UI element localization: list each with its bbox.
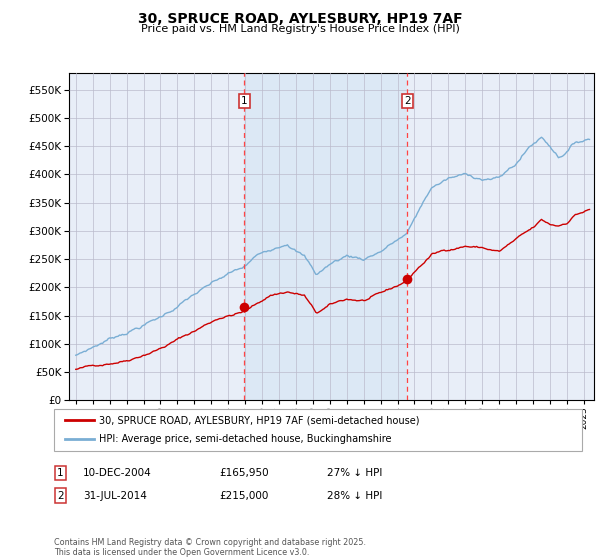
Text: 30, SPRUCE ROAD, AYLESBURY, HP19 7AF (semi-detached house): 30, SPRUCE ROAD, AYLESBURY, HP19 7AF (se… — [99, 415, 419, 425]
Text: 31-JUL-2014: 31-JUL-2014 — [83, 491, 146, 501]
Text: 27% ↓ HPI: 27% ↓ HPI — [327, 468, 382, 478]
FancyBboxPatch shape — [54, 409, 582, 451]
Text: Contains HM Land Registry data © Crown copyright and database right 2025.
This d: Contains HM Land Registry data © Crown c… — [54, 538, 366, 557]
Text: £215,000: £215,000 — [219, 491, 268, 501]
Text: 2: 2 — [57, 491, 64, 501]
Text: 28% ↓ HPI: 28% ↓ HPI — [327, 491, 382, 501]
Text: 10-DEC-2004: 10-DEC-2004 — [83, 468, 152, 478]
Text: Price paid vs. HM Land Registry's House Price Index (HPI): Price paid vs. HM Land Registry's House … — [140, 24, 460, 34]
Text: HPI: Average price, semi-detached house, Buckinghamshire: HPI: Average price, semi-detached house,… — [99, 435, 391, 445]
Text: 2: 2 — [404, 96, 410, 106]
Text: 30, SPRUCE ROAD, AYLESBURY, HP19 7AF: 30, SPRUCE ROAD, AYLESBURY, HP19 7AF — [137, 12, 463, 26]
Text: 1: 1 — [241, 96, 247, 106]
Text: 1: 1 — [57, 468, 64, 478]
Bar — [244, 73, 407, 400]
Text: £165,950: £165,950 — [219, 468, 269, 478]
